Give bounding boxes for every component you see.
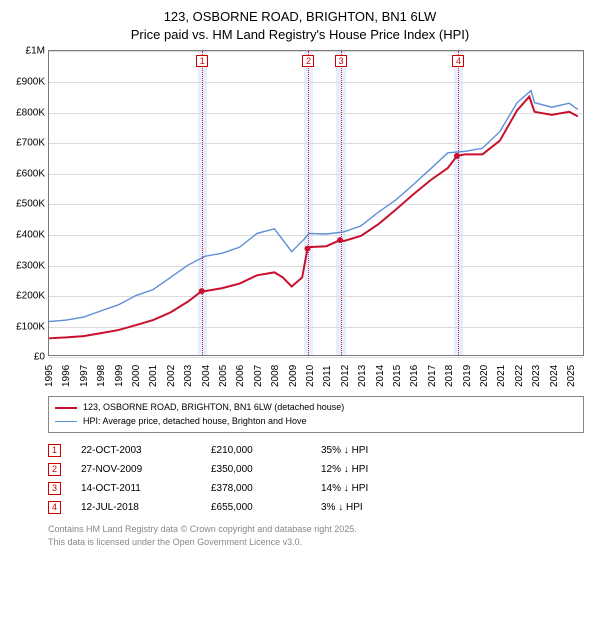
x-tick-label: 2003 [183,365,194,387]
sale-row: 4 12-JUL-2018£655,0003% ↓ HPI [48,498,584,517]
x-axis: 1995199619971998199920002001200220032004… [49,355,583,391]
x-tick-label: 2008 [270,365,281,387]
sale-delta: 14% ↓ HPI [321,483,584,494]
sale-price: £655,000 [211,502,321,513]
y-tick-label: £200K [16,291,45,302]
sale-marker-dot [337,237,343,243]
marker-line [308,51,309,355]
y-tick-label: £300K [16,260,45,271]
x-tick-label: 2005 [218,365,229,387]
y-tick-label: £0 [34,352,45,363]
sale-date: 14-OCT-2011 [81,483,211,494]
legend-item: 123, OSBORNE ROAD, BRIGHTON, BN1 6LW (de… [55,401,577,415]
line-plot [49,51,583,355]
x-tick-label: 2016 [409,365,420,387]
sale-number: 3 [48,482,61,495]
legend-label: HPI: Average price, detached house, Brig… [83,415,306,429]
y-tick-label: £500K [16,199,45,210]
legend-swatch [55,421,77,422]
x-tick-label: 2009 [288,365,299,387]
sale-delta: 3% ↓ HPI [321,502,584,513]
x-tick-label: 2006 [235,365,246,387]
marker-line [458,51,459,355]
x-tick-label: 2002 [166,365,177,387]
x-tick-label: 2020 [479,365,490,387]
legend-swatch [55,407,77,409]
x-tick-label: 2012 [340,365,351,387]
marker-number: 1 [196,55,208,67]
x-tick-label: 1996 [61,365,72,387]
x-tick-label: 2004 [201,365,212,387]
x-tick-label: 2021 [496,365,507,387]
x-tick-label: 2024 [549,365,560,387]
x-tick-label: 2013 [357,365,368,387]
y-tick-label: £900K [16,76,45,87]
x-tick-label: 2011 [322,366,333,388]
plot-area: £0£100K£200K£300K£400K£500K£600K£700K£80… [48,50,584,356]
sale-delta: 12% ↓ HPI [321,464,584,475]
y-tick-label: £600K [16,168,45,179]
marker-number: 2 [302,55,314,67]
x-tick-label: 2022 [514,365,525,387]
x-tick-label: 2019 [462,365,473,387]
x-tick-label: 1997 [79,365,90,387]
x-tick-label: 2017 [427,365,438,387]
attribution: Contains HM Land Registry data © Crown c… [48,523,584,547]
y-axis: £0£100K£200K£300K£400K£500K£600K£700K£80… [11,51,47,355]
chart-container: 123, OSBORNE ROAD, BRIGHTON, BN1 6LW Pri… [0,0,600,556]
title-line-1: 123, OSBORNE ROAD, BRIGHTON, BN1 6LW [164,9,437,24]
y-tick-label: £100K [16,321,45,332]
legend-label: 123, OSBORNE ROAD, BRIGHTON, BN1 6LW (de… [83,401,344,415]
x-tick-label: 2001 [148,365,159,387]
x-tick-label: 2025 [566,365,577,387]
sale-number: 1 [48,444,61,457]
x-tick-label: 2014 [375,365,386,387]
series-line [49,91,578,322]
marker-line [341,51,342,355]
marker-line [202,51,203,355]
sale-date: 27-NOV-2009 [81,464,211,475]
sale-date: 22-OCT-2003 [81,445,211,456]
y-tick-label: £700K [16,138,45,149]
x-tick-label: 2015 [392,365,403,387]
chart-title: 123, OSBORNE ROAD, BRIGHTON, BN1 6LW Pri… [10,8,590,44]
sale-price: £378,000 [211,483,321,494]
y-tick-label: £400K [16,229,45,240]
sale-number: 2 [48,463,61,476]
x-tick-label: 2010 [305,365,316,387]
sale-row: 1 22-OCT-2003£210,00035% ↓ HPI [48,441,584,460]
legend-item: HPI: Average price, detached house, Brig… [55,415,577,429]
x-tick-label: 2018 [444,365,455,387]
x-tick-label: 2023 [531,365,542,387]
marker-number: 3 [335,55,347,67]
x-tick-label: 1999 [114,365,125,387]
attribution-line-1: Contains HM Land Registry data © Crown c… [48,524,357,534]
sale-price: £350,000 [211,464,321,475]
sale-number: 4 [48,501,61,514]
sale-row: 2 27-NOV-2009£350,00012% ↓ HPI [48,460,584,479]
x-tick-label: 1995 [44,365,55,387]
x-tick-label: 2000 [131,365,142,387]
title-line-2: Price paid vs. HM Land Registry's House … [131,27,469,42]
sale-price: £210,000 [211,445,321,456]
y-tick-label: £800K [16,107,45,118]
y-tick-label: £1M [26,46,45,57]
marker-number: 4 [452,55,464,67]
x-tick-label: 2007 [253,365,264,387]
sales-table: 1 22-OCT-2003£210,00035% ↓ HPI 2 27-NOV-200… [48,441,584,517]
attribution-line-2: This data is licensed under the Open Gov… [48,537,302,547]
sale-row: 3 14-OCT-2011£378,00014% ↓ HPI [48,479,584,498]
legend: 123, OSBORNE ROAD, BRIGHTON, BN1 6LW (de… [48,396,584,433]
sale-delta: 35% ↓ HPI [321,445,584,456]
x-tick-label: 1998 [96,365,107,387]
sale-date: 12-JUL-2018 [81,502,211,513]
